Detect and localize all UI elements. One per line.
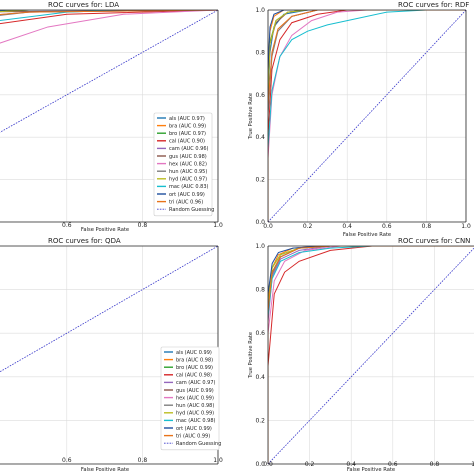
legend-box — [160, 346, 220, 451]
roc-curve-tri — [268, 10, 466, 222]
x-tick-label: 0.2 — [305, 461, 315, 468]
y-axis-label: True Positive Rate — [248, 332, 254, 379]
legend-entry: bro (AUC 0.97) — [169, 131, 206, 137]
y-axis-label: True Positive Rate — [248, 93, 254, 140]
legend-entry: mac (AUC 0.98) — [176, 418, 216, 424]
chart-title: ROC curves for: QDA — [48, 237, 121, 245]
legend-entry: als (AUC 0.99) — [176, 350, 212, 356]
legend-entry: hun (AUC 0.95) — [169, 169, 207, 175]
y-tick-label: 0.0 — [255, 461, 265, 468]
x-tick-label: 0.0 — [263, 223, 273, 230]
roc-curve-hex — [268, 246, 474, 464]
legend-box — [153, 112, 213, 217]
x-tick-label: 0.8 — [138, 222, 148, 229]
x-tick-label: 1.0 — [461, 223, 471, 230]
legend: als (AUC 0.99)bra (AUC 0.98) bro (AUC 0.9… — [160, 346, 221, 451]
x-tick-label: 0.8 — [422, 223, 432, 230]
y-tick-label: 0.6 — [255, 330, 265, 337]
legend-entry: mac (AUC 0.83) — [169, 184, 209, 190]
roc-curve-bra — [268, 246, 474, 464]
y-tick-label: 0.8 — [255, 49, 265, 56]
x-tick-label: 1.0 — [213, 457, 223, 464]
panel-4: ROC curves for: CNN 0.0 0.2 0.4 0.6 0.8 1.0 Fal… — [248, 237, 474, 473]
roc-curve-tri — [268, 246, 474, 464]
legend-entry: ort (AUC 0.99) — [169, 192, 205, 198]
legend-entry: hyd (AUC 0.99) — [176, 411, 214, 417]
random-guessing-line — [0, 10, 218, 133]
legend-entry: hun (AUC 0.98) — [176, 403, 214, 409]
legend-entry: ort (AUC 0.99) — [176, 426, 212, 432]
roc-curve-gus — [268, 10, 466, 222]
panel-2: ROC curves for: RDF 0.0 0.2 0.4 0.6 0.8 1.0 Fal… — [248, 1, 471, 238]
legend-entry: hex (AUC 0.99) — [176, 395, 214, 401]
legend-entry: hex (AUC 0.82) — [169, 161, 207, 167]
roc-curve-mac — [268, 10, 466, 222]
x-tick-label: 1.0 — [213, 222, 223, 229]
x-tick-label: 0.6 — [388, 461, 398, 468]
x-tick-label: 0.6 — [382, 223, 392, 230]
y-tick-label: 1.0 — [255, 243, 265, 250]
legend-entry: bra (AUC 0.98) — [176, 357, 213, 363]
roc-curve-hun — [268, 10, 466, 222]
y-tick-label: 0.6 — [255, 92, 265, 99]
legend-entry: gus (AUC 0.99) — [176, 388, 214, 394]
y-tick-label: 0.8 — [255, 287, 265, 294]
x-axis-label: False Positive Rate — [81, 227, 129, 233]
legend-entry: hyd (AUC 0.97) — [169, 177, 207, 183]
legend-entry: cam (AUC 0.96) — [169, 146, 209, 152]
x-axis-label: False Positive Rate — [81, 467, 129, 473]
x-axis-label: False Positive Rate — [347, 467, 395, 473]
y-tick-label: 0.2 — [255, 417, 265, 424]
chart-title: ROC curves for: LDA — [48, 1, 119, 9]
x-tick-label: 0.8 — [430, 461, 440, 468]
y-tick-label: 0.4 — [255, 374, 265, 381]
legend-entry: tri (AUC 0.96) — [169, 199, 203, 205]
roc-curve-cal — [0, 10, 218, 25]
legend-entry: Random Guessing — [176, 441, 221, 447]
legend: als (AUC 0.97)bra (AUC 0.99) bro (AUC 0.9… — [153, 112, 214, 217]
x-tick-label: 0.6 — [62, 222, 72, 229]
random-guessing-line — [268, 247, 474, 464]
legend-entry: gus (AUC 0.98) — [169, 154, 207, 160]
random-guessing-line — [268, 10, 466, 222]
roc-curve-hyd — [268, 10, 466, 222]
roc-curve-hyd — [268, 246, 474, 464]
roc-curve-ort — [268, 246, 474, 464]
legend-entry: bro (AUC 0.99) — [176, 365, 213, 371]
chart-title: ROC curves for: RDF — [398, 1, 469, 9]
y-tick-label: 1.0 — [255, 7, 265, 14]
legend-entry: cam (AUC 0.97) — [176, 380, 216, 386]
x-tick-label: 0.8 — [138, 457, 148, 464]
roc-curve-tri — [0, 10, 218, 16]
x-tick-label: 0.4 — [346, 461, 356, 468]
y-tick-label: 0.4 — [255, 134, 265, 141]
chart-title: ROC curves for: CNN — [398, 237, 470, 245]
roc-curve-cal — [268, 10, 466, 222]
x-tick-label: 0.4 — [342, 223, 352, 230]
x-tick-label: 1.0 — [471, 461, 474, 468]
roc-curve-ort — [268, 10, 466, 222]
x-axis-label: False Positive Rate — [343, 232, 391, 238]
y-tick-label: 0.0 — [255, 219, 265, 226]
x-tick-label: 0.2 — [303, 223, 313, 230]
roc-curve-hex — [268, 10, 466, 222]
y-tick-label: 0.2 — [255, 177, 265, 184]
roc-curve-bra — [268, 10, 466, 222]
legend-entry: cal (AUC 0.98) — [176, 373, 212, 379]
legend-entry: bra (AUC 0.99) — [169, 123, 206, 129]
x-tick-label: 0.6 — [62, 457, 72, 464]
roc-curve-hex — [0, 10, 218, 44]
legend-entry: cal (AUC 0.90) — [169, 139, 205, 145]
legend-entry: tri (AUC 0.99) — [176, 433, 210, 439]
legend-entry: Random Guessing — [169, 207, 214, 213]
x-tick-label: 0.0 — [263, 461, 273, 468]
legend-entry: als (AUC 0.97) — [169, 116, 205, 122]
roc-curve-cam — [268, 246, 474, 464]
